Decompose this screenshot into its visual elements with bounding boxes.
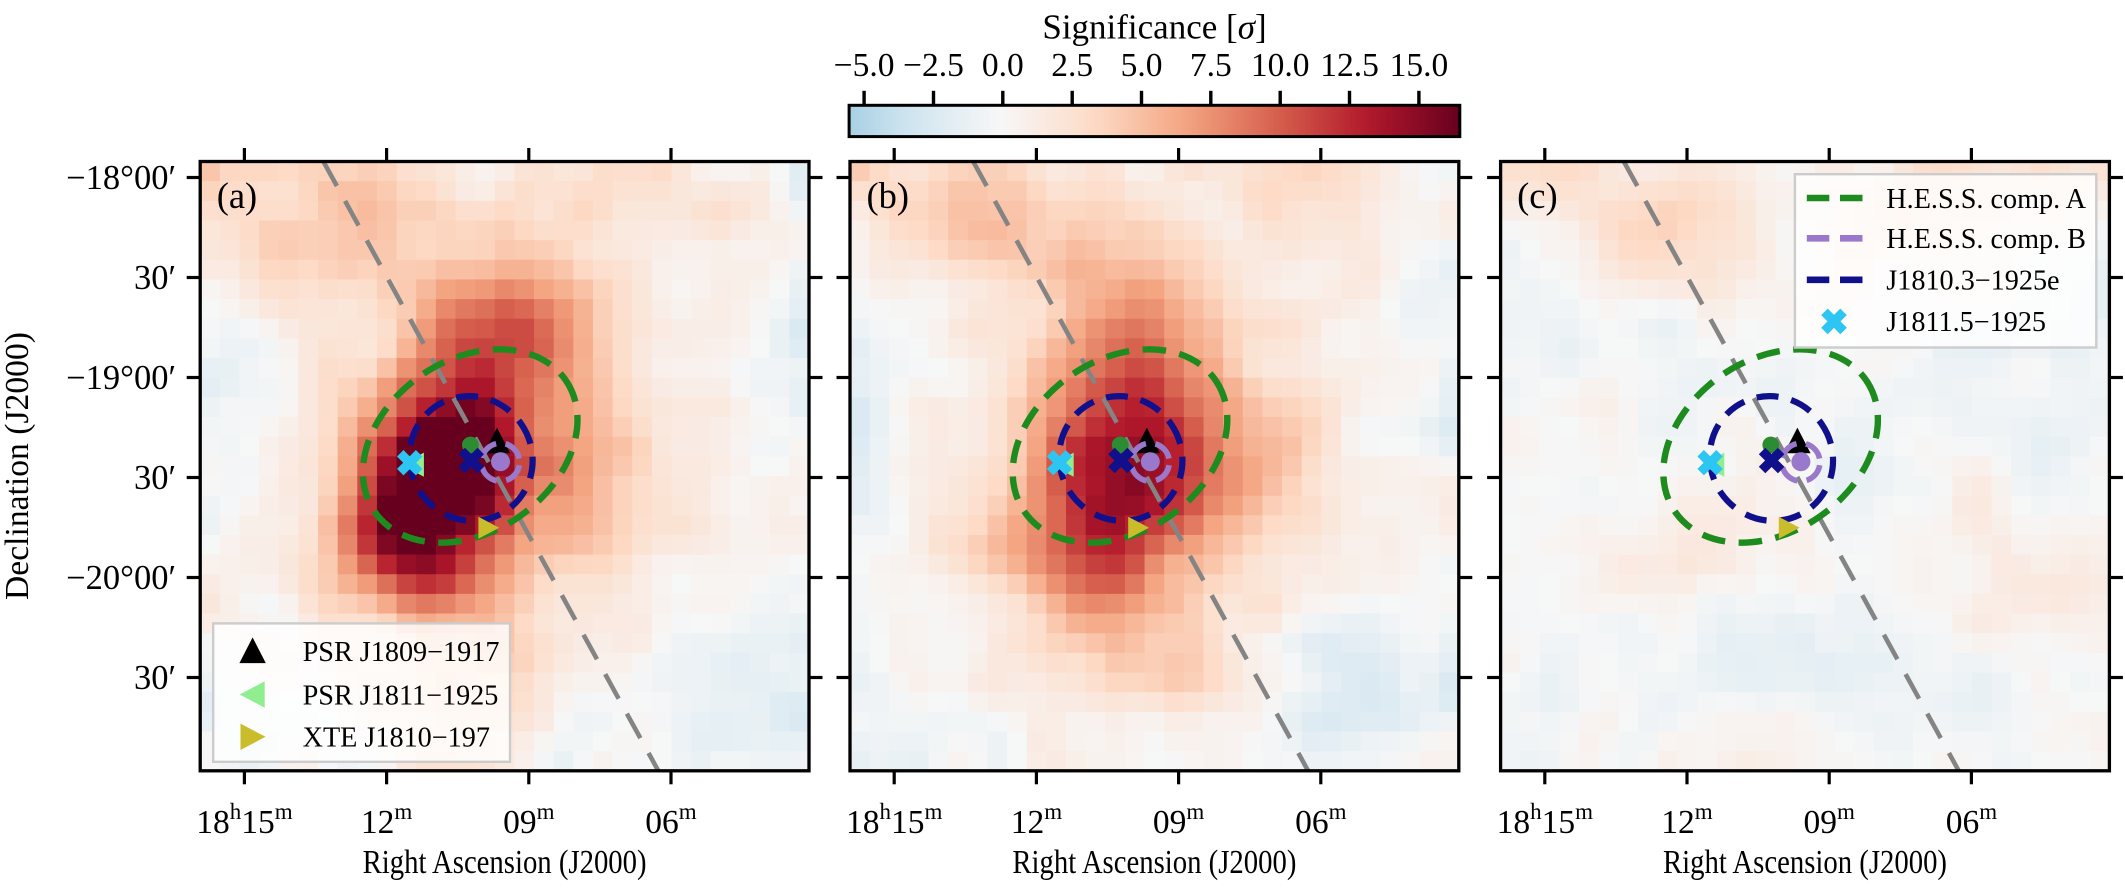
- svg-text:(a): (a): [217, 175, 258, 216]
- svg-text:2.5: 2.5: [1051, 47, 1093, 84]
- svg-text:30′: 30′: [134, 259, 176, 297]
- svg-text:0.0: 0.0: [982, 47, 1024, 84]
- svg-text:10.0: 10.0: [1251, 47, 1310, 84]
- svg-text:Significance [σ]: Significance [σ]: [1042, 8, 1266, 47]
- svg-text:(c): (c): [1517, 175, 1558, 216]
- svg-text:Right Ascension (J2000): Right Ascension (J2000): [1012, 844, 1296, 881]
- svg-text:−19°00′: −19°00′: [66, 359, 176, 397]
- svg-text:−5.0: −5.0: [834, 47, 895, 84]
- svg-text:H.E.S.S. comp. A: H.E.S.S. comp. A: [1886, 184, 2086, 215]
- svg-text:PSR J1811−1925: PSR J1811−1925: [303, 680, 499, 711]
- svg-text:−18°00′: −18°00′: [66, 159, 176, 197]
- svg-text:XTE J1810−197: XTE J1810−197: [303, 723, 490, 754]
- svg-text:J1811.5−1925: J1811.5−1925: [1886, 307, 2046, 338]
- svg-text:PSR J1809−1917: PSR J1809−1917: [303, 637, 500, 668]
- svg-text:06m: 06m: [645, 799, 697, 841]
- svg-text:30′: 30′: [134, 459, 176, 497]
- svg-text:5.0: 5.0: [1121, 47, 1163, 84]
- svg-text:12.5: 12.5: [1320, 47, 1379, 84]
- svg-text:Declination (J2000): Declination (J2000): [0, 332, 36, 600]
- svg-text:−20°00′: −20°00′: [66, 559, 176, 597]
- svg-text:18h15m: 18h15m: [196, 799, 293, 841]
- svg-text:(b): (b): [867, 175, 910, 216]
- svg-text:Right Ascension (J2000): Right Ascension (J2000): [363, 844, 647, 881]
- svg-text:7.5: 7.5: [1190, 47, 1232, 84]
- svg-text:30′: 30′: [134, 659, 176, 697]
- svg-text:Right Ascension (J2000): Right Ascension (J2000): [1663, 844, 1947, 881]
- svg-text:J1810.3−1925e: J1810.3−1925e: [1886, 266, 2059, 297]
- svg-text:H.E.S.S. comp. B: H.E.S.S. comp. B: [1886, 224, 2086, 255]
- svg-text:−2.5: −2.5: [903, 47, 964, 84]
- svg-text:15.0: 15.0: [1390, 47, 1449, 84]
